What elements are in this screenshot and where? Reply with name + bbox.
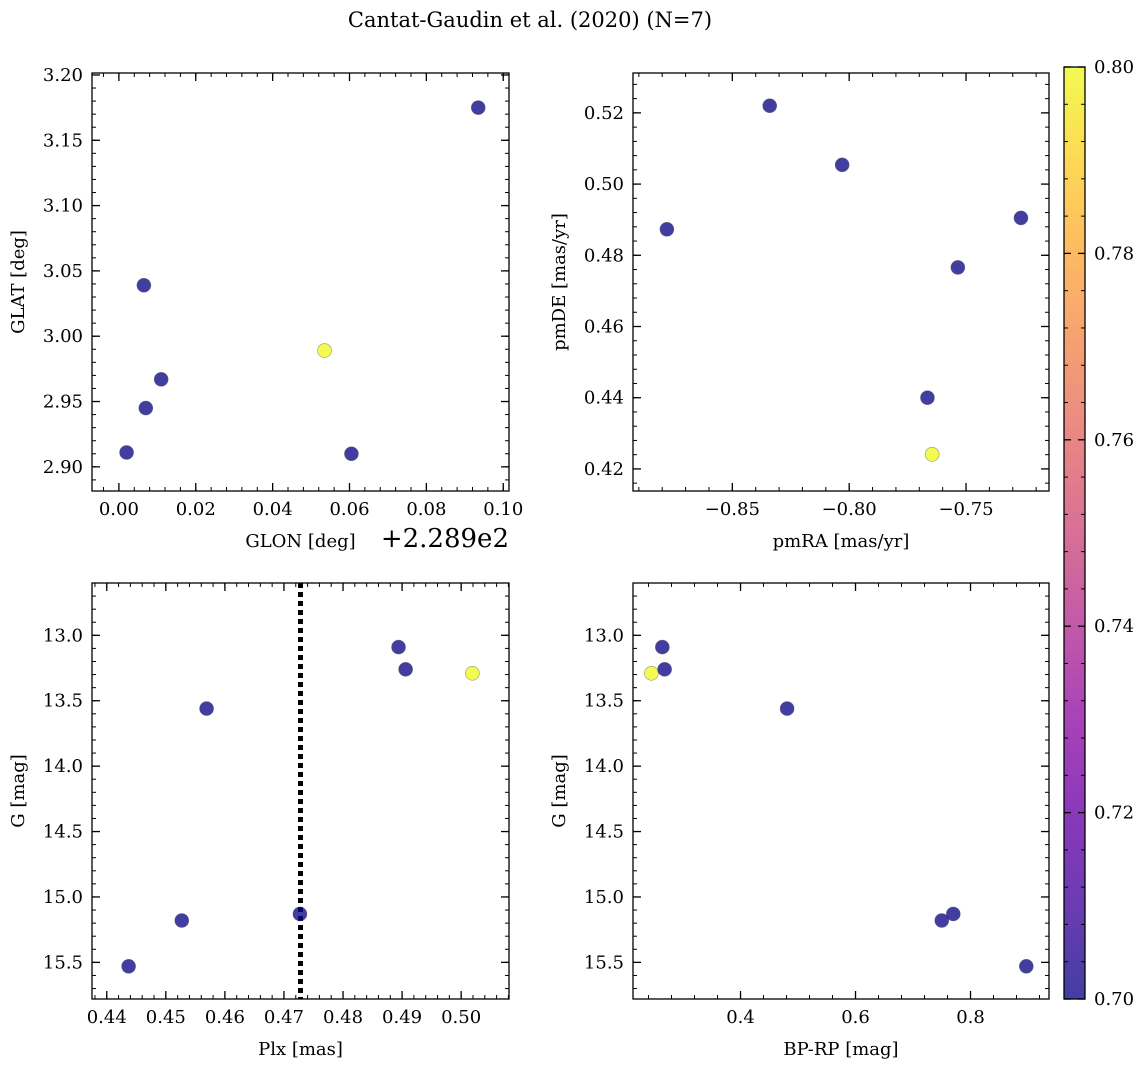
- data-point: [138, 400, 154, 416]
- y-tick-label: 3.10: [43, 196, 83, 217]
- x-tick-label: 0.49: [382, 1007, 422, 1028]
- x-tick-label: 0.45: [146, 1007, 186, 1028]
- data-point: [199, 701, 214, 716]
- x-offset-text: +2.289e2: [381, 524, 509, 554]
- x-tick-label: 0.47: [264, 1007, 304, 1028]
- y-axis-label: GLAT [deg]: [8, 230, 29, 334]
- data-point: [391, 639, 406, 655]
- colorbar-tick-label: 0.72: [1094, 803, 1134, 824]
- y-tick-label: 15.0: [43, 887, 83, 908]
- colorbar: 0.70 0.72 0.74 0.76 0.78 0.80: [1063, 57, 1134, 1010]
- panel-glon-glat: 0.00 0.02 0.04 0.06 0.08 0.10 2.90 2.95 3.00 3.05…: [8, 65, 523, 554]
- data-point: [136, 277, 152, 293]
- y-tick-label: 15.5: [43, 952, 83, 973]
- x-axis-label: pmRA [mas/yr]: [773, 531, 910, 552]
- colorbar-tick-label: 0.78: [1094, 243, 1134, 264]
- y-tick-label: 13.0: [584, 625, 624, 646]
- panel-color-mag: 0.4 0.6 0.8 13.0 13.5 14.0 14.5 15.0 15.5 BP-RP […: [549, 582, 1050, 1060]
- x-tick-label: 0.10: [483, 499, 523, 520]
- y-tick-label: 15.5: [584, 952, 624, 973]
- y-axis-label: G [mag]: [8, 754, 29, 827]
- data-point: [465, 665, 480, 681]
- data-point: [1018, 958, 1034, 974]
- data-point: [174, 913, 190, 928]
- colorbar-tick-label: 0.76: [1094, 430, 1134, 451]
- x-tick-label: 0.6: [841, 1007, 870, 1028]
- data-point: [470, 100, 486, 115]
- colorbar-tick-label: 0.74: [1094, 616, 1134, 637]
- x-tick-label: 0.46: [205, 1007, 245, 1028]
- x-tick-label: 0.04: [253, 499, 293, 520]
- y-tick-label: 3.00: [43, 326, 83, 347]
- data-point: [920, 390, 935, 406]
- x-tick-label: 0.8: [956, 1007, 985, 1028]
- data-point: [945, 906, 961, 922]
- x-tick-label: 0.48: [323, 1007, 363, 1028]
- data-point: [153, 372, 169, 387]
- x-tick-label: 0.06: [329, 499, 369, 520]
- colorbar-frame: [1063, 66, 1086, 1000]
- axes-frame: [91, 72, 510, 492]
- data-point: [644, 665, 659, 681]
- y-axis-label: pmDE [mas/yr]: [549, 213, 570, 351]
- colorbar-tick-label: 0.80: [1094, 57, 1134, 78]
- data-point: [779, 701, 795, 716]
- data-point: [657, 662, 672, 677]
- y-axis-label: G [mag]: [549, 754, 570, 827]
- y-tick-label: 2.95: [43, 392, 83, 413]
- y-tick-label: 15.0: [584, 887, 624, 908]
- data-point: [659, 222, 675, 237]
- y-tick-label: 0.52: [584, 103, 624, 124]
- x-tick-label: 0.00: [99, 499, 139, 520]
- x-tick-label: −0.75: [938, 499, 993, 520]
- panel-plx-g: 0.44 0.45 0.46 0.47 0.48 0.49 0.50 13.0 13.5 14.0…: [8, 582, 510, 1060]
- x-tick-label: 0.50: [441, 1007, 481, 1028]
- x-axis-label: BP-RP [mag]: [783, 1039, 898, 1060]
- x-tick-label: −0.80: [822, 499, 877, 520]
- x-tick-label: 0.08: [406, 499, 446, 520]
- x-tick-label: −0.85: [705, 499, 760, 520]
- y-tick-label: 13.0: [43, 625, 83, 646]
- y-tick-label: 14.5: [43, 822, 83, 843]
- y-tick-label: 2.90: [43, 457, 83, 478]
- data-point: [762, 98, 778, 114]
- data-point: [119, 445, 134, 460]
- y-tick-label: 0.48: [584, 245, 624, 266]
- data-point: [655, 639, 670, 655]
- data-point: [398, 662, 413, 677]
- x-tick-label: 0.02: [176, 499, 216, 520]
- colorbar-gradient: [1064, 67, 1085, 999]
- x-tick-label: 0.44: [87, 1007, 127, 1028]
- data-point: [950, 260, 966, 275]
- y-tick-label: 0.42: [584, 459, 624, 480]
- y-tick-label: 13.5: [43, 691, 83, 712]
- data-point: [121, 958, 136, 974]
- axes-frame: [632, 582, 1050, 1000]
- x-axis-label: GLON [deg]: [245, 531, 355, 552]
- data-point: [344, 446, 359, 462]
- colorbar-tick-label: 0.70: [1094, 989, 1134, 1010]
- x-tick-label: 0.4: [726, 1007, 755, 1028]
- y-tick-label: 0.46: [584, 317, 624, 338]
- y-tick-label: 3.15: [43, 130, 83, 151]
- y-tick-label: 3.05: [43, 261, 83, 282]
- figure-title: Cantat-Gaudin et al. (2020) (N=7): [348, 8, 712, 32]
- data-point: [834, 157, 850, 173]
- y-tick-label: 0.50: [584, 174, 624, 195]
- y-tick-label: 14.5: [584, 822, 624, 843]
- y-tick-label: 14.0: [584, 756, 624, 777]
- data-point: [924, 447, 940, 462]
- data-point: [292, 906, 308, 922]
- y-tick-label: 3.20: [43, 65, 83, 86]
- axes-frame: [632, 72, 1050, 492]
- y-tick-label: 0.44: [584, 388, 624, 409]
- x-axis-label: Plx [mas]: [258, 1039, 343, 1060]
- y-tick-label: 13.5: [584, 691, 624, 712]
- data-point: [317, 343, 332, 358]
- panel-pm: −0.85 −0.80 −0.75 0.42 0.44 0.46 0.48 0.50 0.52 p…: [549, 72, 1050, 552]
- data-point: [934, 913, 950, 928]
- data-point: [1013, 210, 1029, 226]
- y-tick-label: 14.0: [43, 756, 83, 777]
